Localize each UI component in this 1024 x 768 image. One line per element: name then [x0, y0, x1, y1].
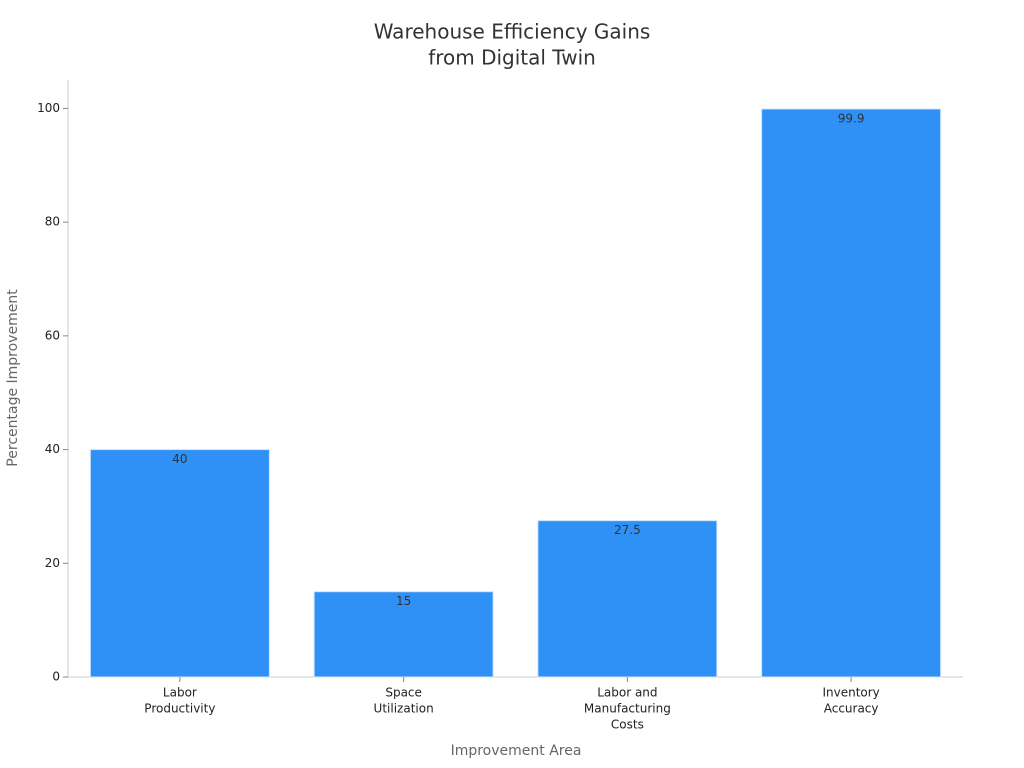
value-label: 40	[172, 452, 187, 466]
x-tick-label: Labor and	[597, 686, 657, 700]
x-tick-label: Costs	[611, 718, 644, 732]
x-tick-label: Manufacturing	[584, 702, 671, 716]
bar	[89, 449, 270, 678]
y-tick-label: 0	[52, 670, 60, 684]
x-tick-label: Inventory	[822, 686, 879, 700]
x-axis-label: Improvement Area	[451, 743, 582, 759]
bar	[761, 108, 942, 678]
x-tick-label: Accuracy	[824, 702, 879, 716]
y-tick-label: 40	[45, 442, 60, 456]
y-axis-label: Percentage Improvement	[5, 289, 21, 467]
x-tick-label: Productivity	[144, 702, 215, 716]
y-tick-label: 100	[37, 101, 60, 115]
x-tick-label: Labor	[163, 686, 197, 700]
y-tick-label: 20	[45, 556, 60, 570]
x-tick-label: Utilization	[374, 702, 434, 716]
bar	[537, 520, 718, 678]
x-tick-label: Space	[385, 686, 422, 700]
chart-title: from Digital Twin	[428, 46, 596, 70]
value-label: 15	[396, 594, 411, 608]
y-tick-label: 80	[45, 215, 60, 229]
value-label: 99.9	[838, 111, 865, 125]
value-label: 27.5	[614, 523, 641, 537]
bar	[313, 591, 494, 678]
y-tick-label: 60	[45, 328, 60, 342]
chart-title: Warehouse Efficiency Gains	[374, 20, 651, 44]
